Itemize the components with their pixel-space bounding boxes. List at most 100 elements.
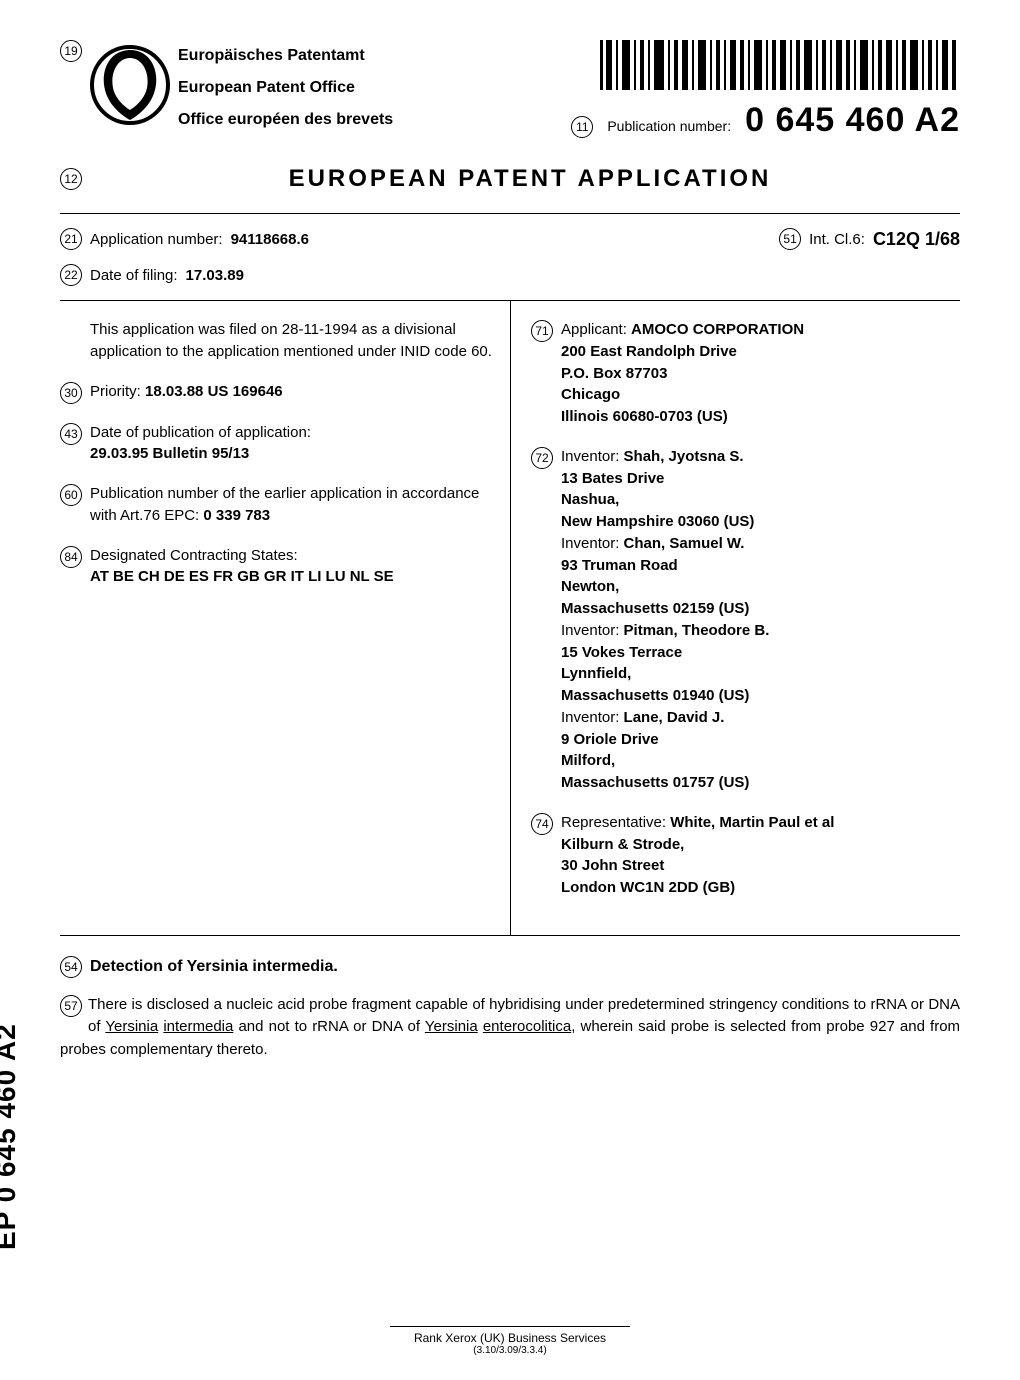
office-name-de: Europäisches Patentamt bbox=[178, 40, 393, 72]
circled-51: 51 bbox=[779, 228, 801, 250]
filed-label: Date of filing: bbox=[90, 267, 178, 284]
publication-number: 0 645 460 A2 bbox=[745, 101, 960, 140]
barcode bbox=[600, 40, 960, 90]
abstract-u3: Yersinia bbox=[425, 1018, 478, 1035]
appnum-label: Application number: bbox=[90, 231, 223, 248]
inv2-addr2: Newton, bbox=[561, 576, 946, 598]
inv4-addr3: Massachusetts 01757 (US) bbox=[561, 772, 946, 794]
states-value: AT BE CH DE ES FR GB GR IT LI LU NL SE bbox=[90, 566, 496, 588]
office-names: Europäisches Patentamt European Patent O… bbox=[178, 40, 393, 136]
inventor-block: 72 Inventor: Shah, Jyotsna S. 13 Bates D… bbox=[531, 446, 946, 794]
pubdate-block: 43 Date of publication of application: 2… bbox=[60, 422, 496, 466]
meta-row-2: 22 Date of filing: 17.03.89 bbox=[60, 264, 960, 300]
left-col: This application was filed on 28-11-1994… bbox=[60, 301, 510, 935]
circled-57: 57 bbox=[60, 995, 82, 1017]
circled-43: 43 bbox=[60, 423, 82, 445]
applicant-label: Applicant: bbox=[561, 321, 627, 338]
footer-rule bbox=[390, 1326, 630, 1327]
circled-60: 60 bbox=[60, 484, 82, 506]
spine-label: EP 0 645 460 A2 bbox=[0, 1023, 22, 1250]
rep-addr3: London WC1N 2DD (GB) bbox=[561, 877, 946, 899]
inventor-label: Inventor: bbox=[561, 448, 619, 465]
inv4-addr1: 9 Oriole Drive bbox=[561, 729, 946, 751]
biblio-two-col: This application was filed on 28-11-1994… bbox=[60, 300, 960, 936]
inv3-addr1: 15 Vokes Terrace bbox=[561, 642, 946, 664]
inventor-label-3: Inventor: bbox=[561, 622, 619, 639]
inv4-name: Lane, David J. bbox=[624, 709, 725, 726]
application-title: EUROPEAN PATENT APPLICATION bbox=[100, 165, 960, 193]
footer: Rank Xerox (UK) Business Services (3.10/… bbox=[0, 1326, 1020, 1356]
inventor-label-2: Inventor: bbox=[561, 535, 619, 552]
applicant-addr2: P.O. Box 87703 bbox=[561, 363, 946, 385]
representative-block: 74 Representative: White, Martin Paul et… bbox=[531, 812, 946, 899]
office-name-en: European Patent Office bbox=[178, 72, 393, 104]
earlier-label: Publication number of the earlier applic… bbox=[90, 485, 479, 524]
circled-22: 22 bbox=[60, 264, 82, 286]
int-cl: 51 Int. Cl.6: C12Q 1/68 bbox=[779, 228, 960, 250]
doc-title: Detection of Yersinia intermedia. bbox=[90, 958, 338, 976]
inv2-name: Chan, Samuel W. bbox=[624, 535, 745, 552]
circled-71: 71 bbox=[531, 320, 553, 342]
inv1-addr1: 13 Bates Drive bbox=[561, 468, 946, 490]
meta-row: 21 Application number: 94118668.6 51 Int… bbox=[60, 214, 960, 264]
circled-74: 74 bbox=[531, 813, 553, 835]
applicant-name: AMOCO CORPORATION bbox=[631, 321, 804, 338]
circled-21: 21 bbox=[60, 228, 82, 250]
applicant-block: 71 Applicant: AMOCO CORPORATION 200 East… bbox=[531, 319, 946, 428]
applicant-addr3: Chicago bbox=[561, 384, 946, 406]
applicant-addr4: Illinois 60680-0703 (US) bbox=[561, 406, 946, 428]
earlier-value: 0 339 783 bbox=[203, 507, 270, 524]
inv1-addr2: Nashua, bbox=[561, 489, 946, 511]
filing-date: 22 Date of filing: 17.03.89 bbox=[60, 264, 244, 286]
inv4-addr2: Milford, bbox=[561, 750, 946, 772]
earlier-block: 60 Publication number of the earlier app… bbox=[60, 483, 496, 527]
circled-84: 84 bbox=[60, 546, 82, 568]
abstract-u2: intermedia bbox=[163, 1018, 233, 1035]
appnum-value: 94118668.6 bbox=[231, 231, 309, 248]
title-row: 12 EUROPEAN PATENT APPLICATION bbox=[60, 165, 960, 193]
rep-addr1: Kilburn & Strode, bbox=[561, 834, 946, 856]
barcode-column: 11 Publication number: 0 645 460 A2 bbox=[413, 40, 960, 140]
circled-19: 19 bbox=[60, 40, 82, 62]
divisional-note: This application was filed on 28-11-1994… bbox=[60, 319, 496, 363]
inventor-label-4: Inventor: bbox=[561, 709, 619, 726]
inv1-addr3: New Hampshire 03060 (US) bbox=[561, 511, 946, 533]
applicant-addr1: 200 East Randolph Drive bbox=[561, 341, 946, 363]
rep-label: Representative: bbox=[561, 814, 666, 831]
doc-title-row: 54 Detection of Yersinia intermedia. bbox=[60, 956, 960, 978]
inv1-name: Shah, Jyotsna S. bbox=[624, 448, 744, 465]
pubnum-row: 11 Publication number: 0 645 460 A2 bbox=[413, 101, 960, 140]
circled-11: 11 bbox=[571, 116, 593, 138]
abstract-u1: Yersinia bbox=[105, 1018, 158, 1035]
circled-54: 54 bbox=[60, 956, 82, 978]
abstract-u4: enterocolitica bbox=[483, 1018, 571, 1035]
states-block: 84 Designated Contracting States: AT BE … bbox=[60, 545, 496, 589]
application-number: 21 Application number: 94118668.6 bbox=[60, 228, 309, 250]
office-name-fr: Office européen des brevets bbox=[178, 104, 393, 136]
right-col: 71 Applicant: AMOCO CORPORATION 200 East… bbox=[510, 301, 960, 935]
header: 19 Europäisches Patentamt European Paten… bbox=[60, 40, 960, 140]
circled-30: 30 bbox=[60, 382, 82, 404]
filed-value: 17.03.89 bbox=[186, 267, 244, 284]
abstract: 57 There is disclosed a nucleic acid pro… bbox=[60, 994, 960, 1062]
circled-72: 72 bbox=[531, 447, 553, 469]
inv2-addr3: Massachusetts 02159 (US) bbox=[561, 598, 946, 620]
rep-name: White, Martin Paul et al bbox=[670, 814, 834, 831]
priority-value: 18.03.88 US 169646 bbox=[145, 383, 283, 400]
logo-column: 19 Europäisches Patentamt European Paten… bbox=[60, 40, 393, 136]
epo-logo bbox=[90, 40, 170, 130]
pubdate-label: Date of publication of application: bbox=[90, 422, 496, 444]
footer-line2: (3.10/3.09/3.3.4) bbox=[0, 1345, 1020, 1356]
inv2-addr1: 93 Truman Road bbox=[561, 555, 946, 577]
intcl-value: C12Q 1/68 bbox=[873, 229, 960, 250]
pubnum-label: Publication number: bbox=[607, 118, 731, 134]
inv3-addr3: Massachusetts 01940 (US) bbox=[561, 685, 946, 707]
priority-label: Priority: bbox=[90, 383, 141, 400]
footer-line1: Rank Xerox (UK) Business Services bbox=[0, 1331, 1020, 1345]
circled-12: 12 bbox=[60, 168, 82, 190]
states-label: Designated Contracting States: bbox=[90, 545, 496, 567]
inv3-addr2: Lynnfield, bbox=[561, 663, 946, 685]
intcl-label: Int. Cl.6: bbox=[809, 231, 865, 248]
abstract-mid: and not to rRNA or DNA of bbox=[233, 1018, 425, 1035]
pubdate-value: 29.03.95 Bulletin 95/13 bbox=[90, 443, 496, 465]
